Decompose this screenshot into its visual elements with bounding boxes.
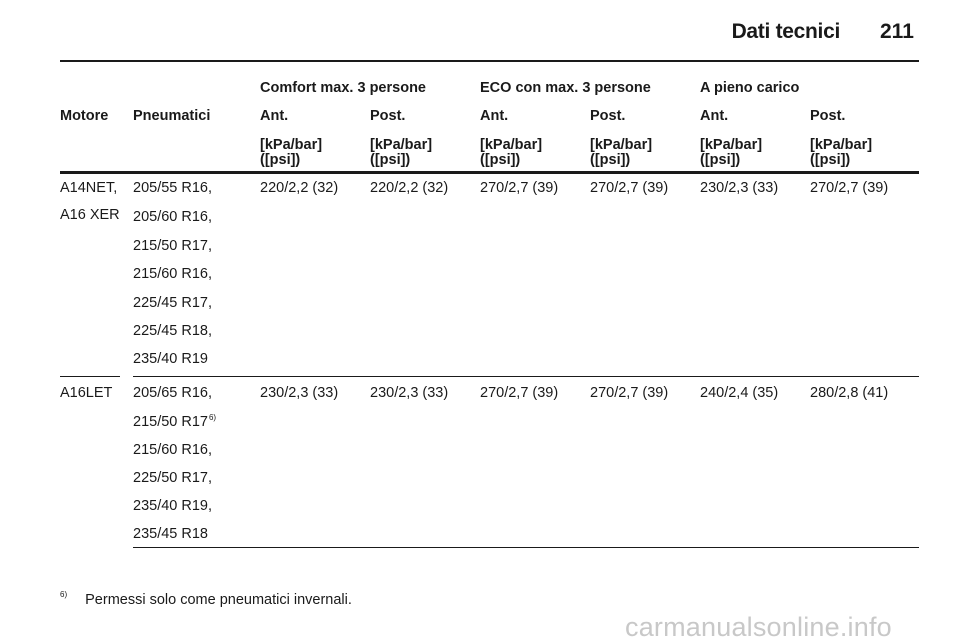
footnote-reference: 6)	[208, 413, 217, 422]
column-header-engine: Motore	[60, 108, 109, 124]
group-header-full-load: A pieno carico	[700, 80, 800, 96]
column-header-tyres: Pneumatici	[133, 108, 211, 124]
row-divider	[60, 376, 120, 377]
group-header-eco: ECO con max. 3 persone	[480, 80, 651, 96]
tyre-size: 215/60 R16,	[133, 266, 213, 282]
engine-cell: A16LET	[60, 385, 113, 401]
unit-label: [kPa/bar] ([psi])	[480, 137, 543, 168]
pressure-value: 270/2,7 (39)	[590, 385, 669, 401]
pressure-value: 230/2,3 (33)	[260, 385, 339, 401]
pressure-value: 270/2,7 (39)	[480, 385, 559, 401]
header-rule	[60, 60, 919, 62]
column-header-rear: Post.	[590, 108, 626, 124]
tyre-size: 215/50 R176)	[133, 413, 217, 430]
column-header-front: Ant.	[480, 108, 509, 124]
tyre-size: 235/40 R19	[133, 351, 208, 367]
pressure-value: 280/2,8 (41)	[810, 385, 889, 401]
unit-label: [kPa/bar] ([psi])	[590, 137, 653, 168]
unit-label: [kPa/bar] ([psi])	[260, 137, 323, 168]
tyre-size: 215/50 R17,	[133, 238, 213, 254]
pressure-value: 220/2,2 (32)	[260, 180, 339, 196]
tyre-size: 205/65 R16,	[133, 385, 213, 401]
tyre-size: 235/45 R18	[133, 526, 208, 542]
row-divider	[133, 376, 919, 377]
tyre-size: 225/45 R18,	[133, 323, 213, 339]
engine-cell: A16 XER	[60, 207, 120, 223]
footnote-text: Permessi solo come pneumatici invernali.	[85, 592, 352, 608]
unit-label: [kPa/bar] ([psi])	[810, 137, 873, 168]
header-divider	[60, 171, 919, 174]
pressure-value: 270/2,7 (39)	[810, 180, 889, 196]
tyre-size: 215/60 R16,	[133, 442, 213, 458]
unit-label: [kPa/bar] ([psi])	[370, 137, 433, 168]
footnote-marker: 6)	[60, 590, 68, 599]
column-header-rear: Post.	[810, 108, 846, 124]
section-title: Dati tecnici	[731, 20, 841, 43]
tyre-size: 225/45 R17,	[133, 295, 213, 311]
pressure-value: 230/2,3 (33)	[370, 385, 449, 401]
table-bottom-rule	[133, 547, 919, 548]
tyre-size: 205/60 R16,	[133, 209, 213, 225]
footnote: 6) Permessi solo come pneumatici invernal…	[60, 590, 352, 608]
watermark: carmanualsonline.info	[625, 612, 892, 642]
column-header-front: Ant.	[260, 108, 289, 124]
page-number: 211	[880, 20, 914, 43]
pressure-value: 270/2,7 (39)	[590, 180, 669, 196]
pressure-value: 220/2,2 (32)	[370, 180, 449, 196]
column-header-front: Ant.	[700, 108, 729, 124]
tyre-size: 205/55 R16,	[133, 180, 213, 196]
pressure-value: 240/2,4 (35)	[700, 385, 779, 401]
group-header-comfort: Comfort max. 3 persone	[260, 80, 426, 96]
tyre-size: 235/40 R19,	[133, 498, 213, 514]
pressure-value: 230/2,3 (33)	[700, 180, 779, 196]
engine-cell: A14NET,	[60, 180, 118, 196]
tyre-size: 225/50 R17,	[133, 470, 213, 486]
pressure-value: 270/2,7 (39)	[480, 180, 559, 196]
column-header-rear: Post.	[370, 108, 406, 124]
unit-label: [kPa/bar] ([psi])	[700, 137, 763, 168]
